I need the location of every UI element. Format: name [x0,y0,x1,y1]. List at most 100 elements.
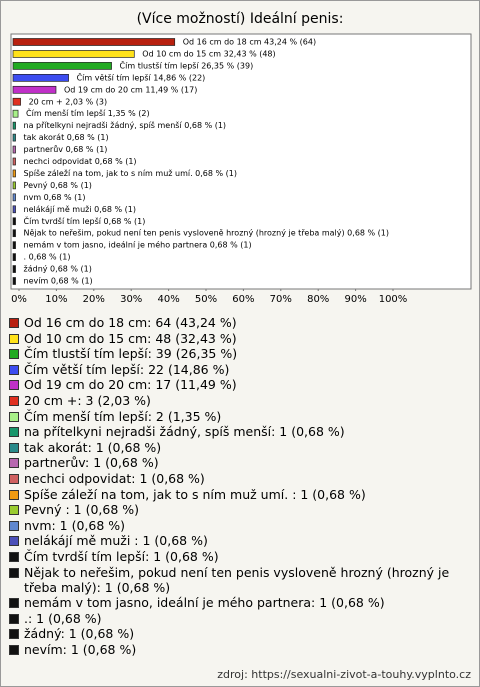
legend-label: tak akorát: 1 (0,68 %) [24,439,162,455]
legend-label: Čím menší tím lepší: 2 (1,35 %) [24,408,222,424]
legend-label: Pevný : 1 (0,68 %) [24,502,140,518]
legend-label: partnerův: 1 (0,68 %) [24,455,159,471]
legend-item: nelákájí mě muži : 1 (0,68 %) [9,533,471,548]
legend-swatch [9,473,19,484]
legend-swatch [9,458,19,469]
x-tick-label: 90% [344,294,366,305]
bar [12,217,16,226]
bar [12,109,19,118]
bar [12,277,16,285]
legend-label: Od 19 cm do 20 cm: 17 (11,49 %) [24,377,237,393]
legend-swatch [9,489,19,500]
legend-item: partnerův: 1 (0,68 %) [9,455,471,470]
legend-item: nevím: 1 (0,68 %) [9,642,471,657]
legend-swatch [9,395,19,406]
legend-swatch [9,598,19,609]
legend-swatch [9,364,19,375]
legend-swatch [9,551,19,562]
legend-item: Čím menší tím lepší: 2 (1,35 %) [9,409,471,424]
legend-swatch [9,349,19,360]
legend: Od 16 cm do 18 cm: 64 (43,24 %) Od 10 cm … [9,315,471,657]
legend-label: Čím větší tím lepší: 22 (14,86 %) [24,361,230,377]
x-tick-label: 40% [157,294,179,305]
bar [12,145,16,154]
chart-title: (Více možností) Ideální penis: [137,11,344,27]
bar [12,253,16,261]
bar [12,169,16,178]
legend-label: nelákájí mě muži : 1 (0,68 %) [24,533,208,549]
bar [12,241,16,249]
legend-item: Nějak to neřešim, pokud není ten penis v… [9,565,471,595]
bar [12,50,135,58]
legend-item: Od 10 cm do 15 cm: 48 (32,43 %) [9,331,471,346]
bar [12,265,16,273]
bar-label: Nějak to neřešim, pokud není ten penis v… [24,228,389,238]
legend-label: Spíše záleží na tom, jak to s ním muž um… [24,486,366,502]
bar [12,205,16,214]
legend-item: .: 1 (0,68 %) [9,611,471,626]
bar-label: . 0,68 % (1) [24,253,71,262]
legend-swatch [9,380,19,391]
legend-label: nechci odpovidat: 1 (0,68 %) [24,470,205,486]
bar [12,229,16,238]
legend-item: Čím tvrdší tím lepší: 1 (0,68 %) [9,549,471,564]
legend-swatch [9,427,19,438]
legend-item: žádný: 1 (0,68 %) [9,626,471,641]
legend-swatch [9,318,19,328]
legend-swatch [9,411,19,422]
legend-label: Od 16 cm do 18 cm: 64 (43,24 %) [24,315,237,330]
legend-label: nvm: 1 (0,68 %) [24,517,126,533]
legend-item: Spíše záleží na tom, jak to s ním muž um… [9,487,471,502]
legend-label: Čím tvrdší tím lepší: 1 (0,68 %) [24,548,219,564]
bar [12,73,69,82]
bar-label: Pevný 0,68 % (1) [24,181,92,190]
legend-item: na přítelkyni nejradši žádný, spíš menší… [9,424,471,439]
bar [12,181,16,190]
legend-item: nvm: 1 (0,68 %) [9,518,471,533]
bar [12,121,16,130]
bar-label: Čím větší tím lepší 14,86 % (22) [77,71,206,82]
x-tick-label: 0% [11,294,27,305]
legend-label: nevím: 1 (0,68 %) [24,641,137,657]
bar-label: Od 19 cm do 20 cm 11,49 % (17) [64,85,197,94]
legend-swatch [9,567,19,578]
legend-item: tak akorát: 1 (0,68 %) [9,440,471,455]
bar-label: Od 10 cm do 15 cm 32,43 % (48) [142,49,275,58]
bar-label: nelákájí mě muži 0,68 % (1) [24,205,136,214]
bar-label: partnerův 0,68 % (1) [24,144,108,154]
x-tick-label: 80% [307,294,329,305]
bar [12,38,176,46]
bar-label: nechci odpovidat 0,68 % (1) [24,157,137,166]
x-tick-label: 70% [270,294,292,305]
legend-swatch [9,442,19,453]
bar-label: Čím tlustší tím lepší 26,35 % (39) [120,59,254,70]
bar-label: Čím menší tím lepší 1,35 % (2) [26,107,150,118]
x-tick-label: 100% [379,294,408,305]
x-tick-label: 50% [195,294,217,305]
bar-label: Od 16 cm do 18 cm 43,24 % (64) [183,38,316,47]
x-tick-label: 60% [232,294,254,305]
x-tick-label: 20% [83,294,105,305]
source: zdroj: https://sexualni-zivot-a-touhy.vy… [217,668,471,681]
legend-swatch [9,629,19,640]
bar-label: Spíše záleží na tom, jak to s ním muž um… [24,168,237,178]
legend-item: nemám v tom jasno, ideální je mého partn… [9,595,471,610]
bar-label: nvm 0,68 % (1) [24,193,86,202]
x-tick-label: 30% [120,294,142,305]
bar [12,85,57,94]
legend-label: Od 10 cm do 15 cm: 48 (32,43 %) [24,330,237,346]
legend-label: žádný: 1 (0,68 %) [24,626,135,642]
legend-item: Čím tlustší tím lepší: 39 (26,35 %) [9,346,471,361]
bar-label: na přítelkyni nejradši žádný, spíš menší… [24,120,227,130]
bar [12,97,21,106]
bar-label: 20 cm + 2,03 % (3) [29,97,108,106]
legend-item: Od 16 cm do 18 cm: 64 (43,24 %) [9,315,471,330]
x-tick-label: 10% [45,294,67,305]
legend-item: Pevný : 1 (0,68 %) [9,502,471,517]
legend-swatch [9,520,19,531]
legend-label: na přítelkyni nejradši žádný, spíš menší… [24,424,345,440]
legend-swatch [9,333,19,344]
legend-label: 20 cm +: 3 (2,03 %) [24,392,151,408]
bar-label: tak akorát 0,68 % (1) [24,133,109,142]
